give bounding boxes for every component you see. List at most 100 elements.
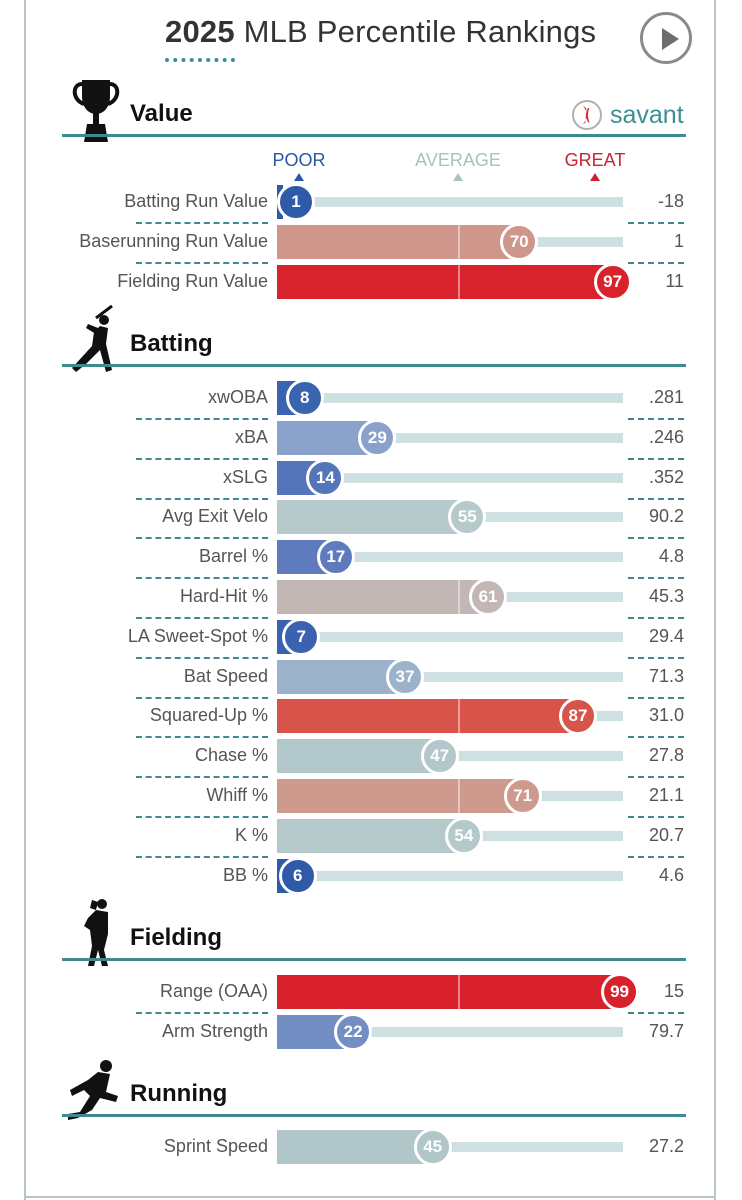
percentile-bubble[interactable]: 87	[559, 697, 598, 735]
percentile-track	[277, 871, 623, 881]
row-divider	[628, 537, 684, 539]
row-divider	[136, 537, 268, 539]
section-rule-fielding	[62, 958, 686, 961]
row-divider	[136, 697, 268, 699]
percentile-bubble[interactable]: 97	[593, 263, 632, 301]
row-divider	[136, 776, 268, 778]
metric-label: Avg Exit Velo	[162, 506, 268, 526]
frame-left	[24, 0, 26, 1200]
row-divider	[136, 262, 268, 264]
percentile-bubble[interactable]: 99	[600, 973, 639, 1011]
row-divider	[628, 816, 684, 818]
row-divider	[628, 617, 684, 619]
average-marker	[458, 265, 460, 299]
batter-icon	[66, 304, 124, 381]
metric-label: K %	[234, 825, 268, 845]
percentile-bubble[interactable]: 55	[448, 498, 487, 536]
percentile-bubble[interactable]: 1	[277, 183, 315, 221]
play-button[interactable]	[640, 12, 692, 64]
metric-value: 1	[673, 231, 684, 251]
metric-label: Batting Run Value	[124, 191, 268, 211]
percentile-track	[277, 672, 623, 682]
scale-poor: POOR	[272, 150, 326, 181]
percentile-track	[277, 393, 623, 403]
percentile-bubble[interactable]: 61	[469, 578, 508, 616]
section-rule-batting	[62, 364, 686, 367]
row-divider	[628, 577, 684, 579]
metric-value: 4.8	[658, 546, 684, 566]
average-marker	[458, 580, 460, 614]
percentile-bar	[277, 500, 468, 534]
row-divider	[136, 222, 268, 224]
frame-right	[714, 0, 716, 1200]
metric-value: 27.8	[648, 745, 684, 765]
percentile-bubble[interactable]: 29	[358, 419, 397, 457]
row-divider	[628, 498, 684, 500]
section-title-value: Value	[130, 100, 193, 127]
metric-label: xwOBA	[207, 387, 268, 407]
percentile-bar	[277, 1130, 433, 1164]
average-marker	[458, 975, 460, 1009]
scale-average: AVERAGE	[410, 150, 506, 181]
section-title-batting: Batting	[130, 330, 213, 357]
metric-label: Fielding Run Value	[117, 271, 268, 291]
percentile-bar	[277, 699, 579, 733]
metric-value: 29.4	[648, 626, 684, 646]
metric-value: 11	[665, 271, 684, 291]
row-divider	[628, 262, 684, 264]
row-divider	[628, 1012, 684, 1014]
percentile-bubble[interactable]: 54	[444, 817, 483, 855]
percentile-bubble[interactable]: 6	[278, 857, 317, 895]
savant-wordmark: savant	[610, 100, 684, 129]
percentile-bubble[interactable]: 8	[285, 379, 324, 417]
percentile-bar	[277, 660, 406, 694]
percentile-track	[277, 473, 623, 483]
percentile-bar	[277, 580, 489, 614]
percentile-bar	[277, 975, 620, 1009]
average-marker	[458, 225, 460, 259]
savant-logo: savant	[572, 100, 684, 130]
trophy-icon	[70, 76, 122, 149]
section-rule-running	[62, 1114, 686, 1117]
section-title-running: Running	[130, 1080, 228, 1107]
caret-up-icon	[590, 173, 600, 181]
percentile-bubble[interactable]: 14	[306, 459, 345, 497]
metric-value: 4.6	[658, 865, 684, 885]
row-divider	[628, 856, 684, 858]
percentile-track	[277, 552, 623, 562]
row-divider	[628, 458, 684, 460]
percentile-bar	[277, 819, 464, 853]
percentile-bubble[interactable]: 71	[503, 777, 542, 815]
metric-label: LA Sweet-Spot %	[127, 626, 268, 646]
metric-label: Squared-Up %	[149, 705, 268, 725]
percentile-bar	[277, 265, 613, 299]
percentile-bubble[interactable]: 17	[316, 538, 355, 576]
percentile-bubble[interactable]: 22	[334, 1013, 373, 1051]
percentile-bubble[interactable]: 7	[282, 618, 321, 656]
metric-value: 45.3	[648, 586, 684, 606]
metric-value: 21.1	[648, 785, 684, 805]
row-divider	[136, 617, 268, 619]
row-divider	[628, 697, 684, 699]
metric-label: Chase %	[194, 745, 268, 765]
metric-value: 71.3	[648, 666, 684, 686]
percentile-track	[277, 433, 623, 443]
percentile-bar	[277, 225, 520, 259]
percentile-track	[277, 632, 623, 642]
row-divider	[136, 657, 268, 659]
metric-label: xBA	[234, 427, 268, 447]
percentile-bubble[interactable]: 47	[420, 737, 459, 775]
scale-great-label: GREAT	[564, 150, 626, 170]
title-text: MLB Percentile Rankings	[243, 14, 597, 49]
row-divider	[136, 736, 268, 738]
fielder-icon	[78, 898, 118, 973]
percentile-bubble[interactable]: 37	[386, 658, 425, 696]
row-divider	[136, 856, 268, 858]
percentile-bubble[interactable]: 45	[413, 1128, 452, 1166]
scale-poor-label: POOR	[272, 150, 326, 170]
section-rule-value	[62, 134, 686, 137]
percentile-bubble[interactable]: 70	[500, 223, 539, 261]
metric-label: Barrel %	[198, 546, 268, 566]
row-divider	[628, 657, 684, 659]
metric-label: xSLG	[222, 467, 268, 487]
